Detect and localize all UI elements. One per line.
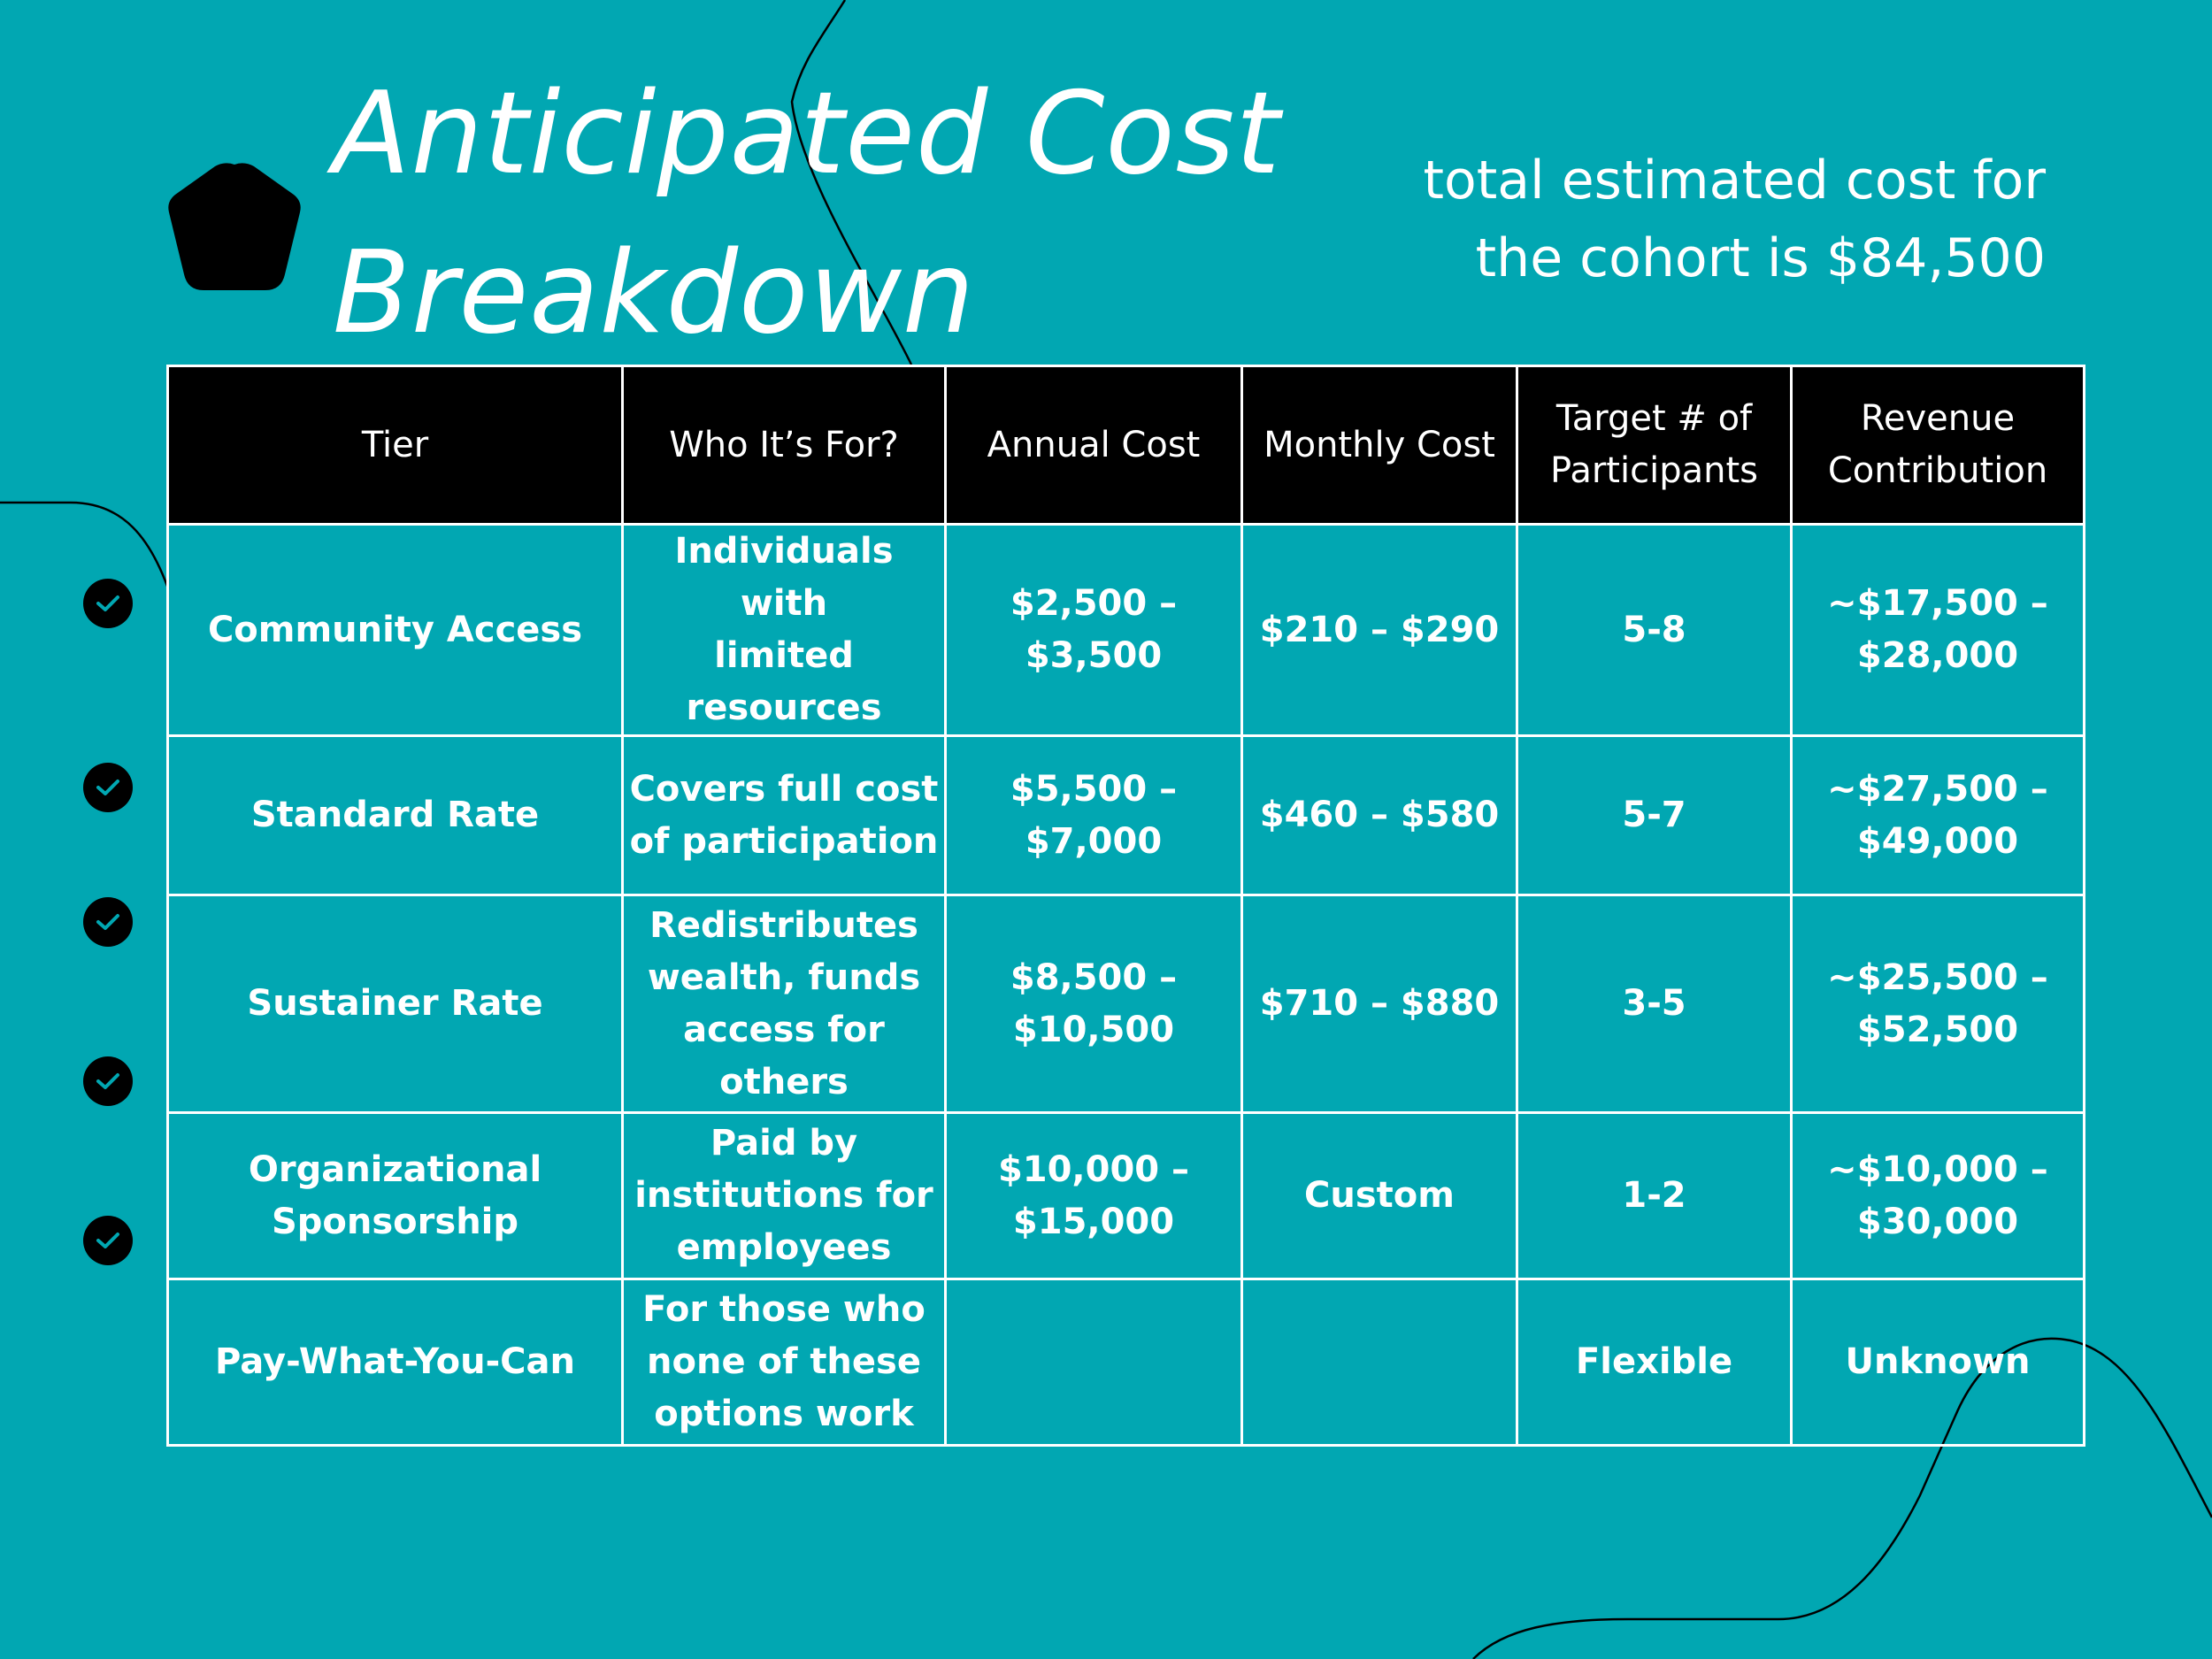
total-cost-summary-line-1: total estimated cost for (1423, 150, 2046, 211)
table-row: Pay-What-You-Can For those who none of t… (166, 1278, 2085, 1447)
table-row: Sustainer Rate Redistributes wealth, fun… (166, 894, 2085, 1114)
page-title: Anticipated Cost Breakdown (333, 55, 1281, 373)
revenue-cell: ~$27,500 – $49,000 (1790, 734, 2085, 896)
tier-cell: Pay-What-You-Can (166, 1278, 624, 1447)
annual-cost-cell (944, 1278, 1243, 1447)
target-participants-cell: 3-5 (1516, 894, 1793, 1114)
table-row: Community Access Individuals with limite… (166, 523, 2085, 737)
check-icon (83, 897, 133, 947)
who-cell: Covers full cost of participation (621, 734, 947, 896)
header-target-participants: Target # of Participants (1516, 365, 1793, 526)
tier-cell: Community Access (166, 523, 624, 737)
monthly-cost-cell: $710 – $880 (1240, 894, 1518, 1114)
page-title-line-2: Breakdown (333, 227, 976, 359)
tier-cell: Organizational Sponsorship (166, 1111, 624, 1280)
header-revenue-contribution: Revenue Contribution (1790, 365, 2085, 526)
pentagon-icon (168, 163, 301, 290)
annual-cost-cell: $8,500 – $10,500 (944, 894, 1243, 1114)
monthly-cost-cell (1240, 1278, 1518, 1447)
check-icon (83, 579, 133, 628)
who-cell: Individuals with limited resources (621, 523, 947, 737)
monthly-cost-cell: $460 – $580 (1240, 734, 1518, 896)
target-participants-cell: 1-2 (1516, 1111, 1793, 1280)
header-who-its-for: Who It’s For? (621, 365, 947, 526)
check-icon (83, 763, 133, 812)
total-cost-summary-line-2: the cohort is $84,500 (1475, 227, 2046, 289)
monthly-cost-cell: Custom (1240, 1111, 1518, 1280)
revenue-cell: ~$25,500 – $52,500 (1790, 894, 2085, 1114)
annual-cost-cell: $5,500 – $7,000 (944, 734, 1243, 896)
page-title-line-1: Anticipated Cost (333, 68, 1281, 200)
annual-cost-cell: $10,000 – $15,000 (944, 1111, 1243, 1280)
header-tier: Tier (166, 365, 624, 526)
cost-breakdown-table: Tier Who It’s For? Annual Cost Monthly C… (166, 365, 2085, 1447)
check-icon (83, 1216, 133, 1265)
target-participants-cell: 5-7 (1516, 734, 1793, 896)
header-annual-cost: Annual Cost (944, 365, 1243, 526)
monthly-cost-cell: $210 – $290 (1240, 523, 1518, 737)
table-header-row: Tier Who It’s For? Annual Cost Monthly C… (166, 365, 2085, 526)
tier-cell: Standard Rate (166, 734, 624, 896)
total-cost-summary: total estimated cost for the cohort is $… (1249, 142, 2046, 297)
who-cell: Redistributes wealth, funds access for o… (621, 894, 947, 1114)
revenue-cell: ~$10,000 – $30,000 (1790, 1111, 2085, 1280)
who-cell: Paid by institutions for employees (621, 1111, 947, 1280)
check-icon (83, 1056, 133, 1106)
revenue-cell: Unknown (1790, 1278, 2085, 1447)
who-cell: For those who none of these options work (621, 1278, 947, 1447)
table-row: Standard Rate Covers full cost of partic… (166, 734, 2085, 896)
table-row: Organizational Sponsorship Paid by insti… (166, 1111, 2085, 1280)
annual-cost-cell: $2,500 – $3,500 (944, 523, 1243, 737)
header-monthly-cost: Monthly Cost (1240, 365, 1518, 526)
revenue-cell: ~$17,500 – $28,000 (1790, 523, 2085, 737)
tier-cell: Sustainer Rate (166, 894, 624, 1114)
target-participants-cell: 5-8 (1516, 523, 1793, 737)
target-participants-cell: Flexible (1516, 1278, 1793, 1447)
